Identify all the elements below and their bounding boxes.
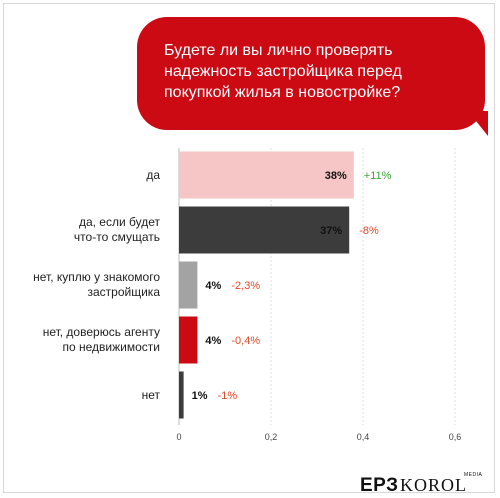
question-bubble-tail bbox=[468, 111, 488, 136]
image-frame bbox=[3, 3, 495, 493]
bar bbox=[179, 206, 350, 254]
chart-title: Будете ли вы лично проверять надежность … bbox=[164, 42, 402, 101]
change-label: -1% bbox=[218, 390, 238, 402]
category-label: да bbox=[146, 167, 160, 182]
x-tick-label: 0,6 bbox=[448, 432, 462, 442]
bar bbox=[179, 151, 354, 199]
change-label: +11% bbox=[364, 170, 392, 182]
bar-value-label: 38% bbox=[325, 170, 347, 182]
bar-value-label: 4% bbox=[205, 280, 221, 292]
change-label: -8% bbox=[359, 225, 379, 237]
category-label: нет, доверюсь агенту по недвижимости bbox=[42, 325, 160, 354]
brand-logo-korol: KOROL bbox=[400, 475, 467, 495]
brand-logo-erz: ЕРЗ bbox=[360, 475, 399, 496]
change-label: -2,3% bbox=[231, 280, 260, 292]
x-tick-label: 0,2 bbox=[264, 432, 278, 442]
bar-value-label: 4% bbox=[205, 335, 221, 347]
bar bbox=[179, 261, 198, 309]
category-label: да, если будет что-то смущать bbox=[73, 215, 160, 244]
x-tick-label: 0,4 bbox=[356, 432, 370, 442]
x-tick-label: 0 bbox=[176, 432, 182, 442]
change-label: -0,4% bbox=[231, 335, 260, 347]
category-label: нет bbox=[141, 387, 160, 402]
category-label: нет, куплю у знакомого застройщика bbox=[33, 270, 160, 299]
bar bbox=[179, 371, 184, 419]
bar-value-label: 1% bbox=[192, 390, 208, 402]
bar bbox=[179, 316, 198, 364]
bar-value-label: 37% bbox=[320, 225, 342, 237]
question-bubble bbox=[137, 17, 485, 130]
brand-logo-media: MEDIA bbox=[464, 472, 483, 478]
